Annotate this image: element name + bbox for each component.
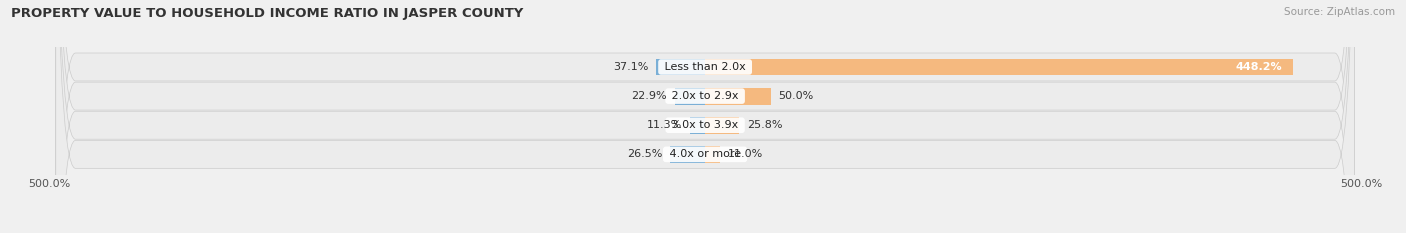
Text: 4.0x or more: 4.0x or more xyxy=(666,149,744,159)
Text: 37.1%: 37.1% xyxy=(613,62,648,72)
Bar xyxy=(706,146,720,163)
Bar xyxy=(706,88,770,105)
Legend: Without Mortgage, With Mortgage: Without Mortgage, With Mortgage xyxy=(586,229,824,233)
Text: Less than 2.0x: Less than 2.0x xyxy=(661,62,749,72)
Bar xyxy=(690,117,706,134)
Text: Source: ZipAtlas.com: Source: ZipAtlas.com xyxy=(1284,7,1395,17)
Text: 22.9%: 22.9% xyxy=(631,91,668,101)
Text: 11.3%: 11.3% xyxy=(647,120,682,130)
Text: 26.5%: 26.5% xyxy=(627,149,662,159)
Bar xyxy=(706,58,1294,75)
FancyBboxPatch shape xyxy=(56,0,1354,233)
FancyBboxPatch shape xyxy=(56,0,1354,233)
FancyBboxPatch shape xyxy=(56,0,1354,233)
Text: 50.0%: 50.0% xyxy=(779,91,814,101)
Text: 2.0x to 2.9x: 2.0x to 2.9x xyxy=(668,91,742,101)
Bar xyxy=(675,88,706,105)
Text: 3.0x to 3.9x: 3.0x to 3.9x xyxy=(668,120,742,130)
Text: 11.0%: 11.0% xyxy=(727,149,762,159)
Bar xyxy=(671,146,706,163)
FancyBboxPatch shape xyxy=(56,0,1354,233)
Text: 448.2%: 448.2% xyxy=(1236,62,1282,72)
Text: PROPERTY VALUE TO HOUSEHOLD INCOME RATIO IN JASPER COUNTY: PROPERTY VALUE TO HOUSEHOLD INCOME RATIO… xyxy=(11,7,523,20)
Bar xyxy=(657,58,706,75)
Text: 25.8%: 25.8% xyxy=(747,120,782,130)
Bar xyxy=(706,117,740,134)
